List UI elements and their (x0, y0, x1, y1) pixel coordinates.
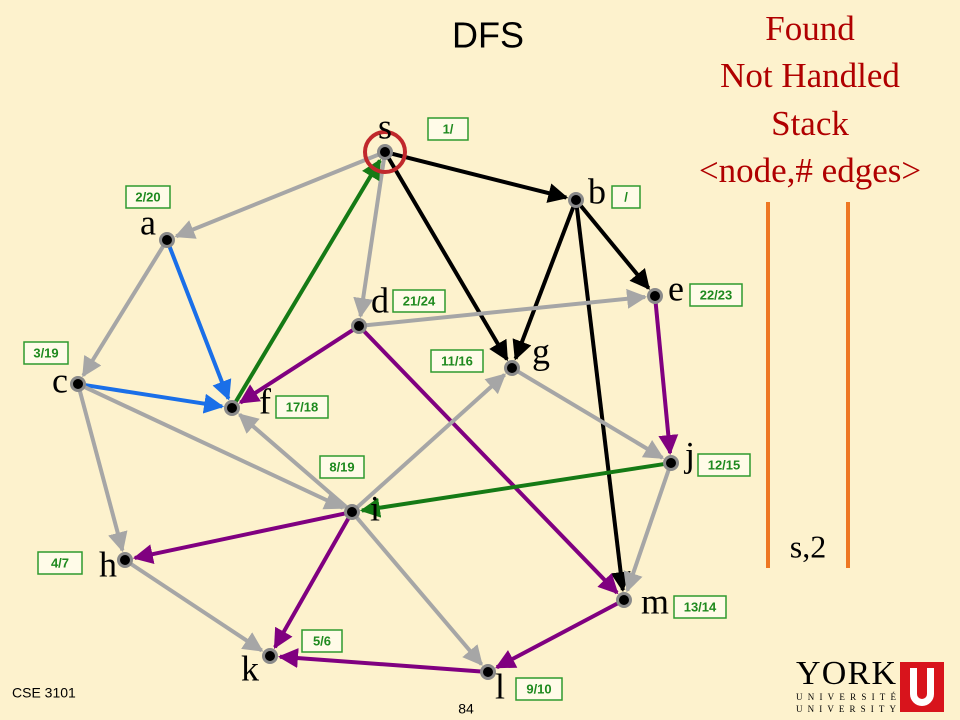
edge (84, 383, 225, 414)
edge (359, 462, 665, 518)
time-stamp: 13/14 (684, 599, 717, 614)
time-stamp: 8/19 (329, 459, 354, 474)
edge (512, 205, 576, 361)
edge (495, 601, 619, 670)
node-dot (351, 318, 367, 334)
legend-found: Found (765, 9, 855, 48)
time-box (37, 551, 83, 575)
stack-item: s,2 (790, 528, 826, 564)
logo-u (910, 668, 934, 706)
node-dot (224, 400, 240, 416)
time-box (515, 677, 563, 701)
edge (277, 648, 482, 674)
node-label: s (378, 106, 392, 146)
edge (355, 373, 507, 509)
node-dot (70, 376, 86, 392)
edge (129, 562, 264, 653)
node-dot (159, 232, 175, 248)
course: CSE 3101 (12, 685, 76, 701)
time-stamp: / (624, 189, 628, 204)
source-ring (363, 130, 407, 174)
node-dot (647, 288, 663, 304)
edge (391, 151, 569, 203)
time-stamp: 2/20 (135, 189, 160, 204)
edge (362, 329, 619, 595)
edge (365, 288, 648, 328)
time-box (697, 453, 751, 477)
time-box (275, 395, 329, 419)
logo-name: YORK (796, 655, 896, 692)
node-label: e (668, 268, 684, 308)
time-box (319, 455, 365, 479)
time-stamp: 3/19 (33, 345, 58, 360)
time-stamp: 11/16 (441, 353, 473, 368)
node-dot (663, 455, 679, 471)
node-dot (117, 552, 133, 568)
node-dot (504, 360, 520, 376)
node-dot (616, 592, 632, 608)
edge (578, 204, 651, 290)
edge (238, 328, 355, 405)
time-box (392, 289, 446, 313)
node-dot (262, 648, 278, 664)
node-dot (377, 144, 393, 160)
node-label: a (140, 202, 156, 242)
time-stamp: 12/15 (708, 457, 741, 472)
node-label: d (371, 280, 389, 320)
edge (273, 517, 351, 650)
time-stamp: 17/18 (286, 399, 319, 414)
node-label: c (52, 360, 68, 400)
edge (516, 369, 665, 460)
edge (77, 390, 128, 553)
legend-format: <node,# edges> (699, 151, 921, 190)
page-number: 84 (458, 701, 474, 717)
node-dot (568, 192, 584, 208)
edge (83, 385, 345, 510)
node-dot (344, 504, 360, 520)
node-label: j (683, 434, 695, 474)
node-dot (480, 664, 496, 680)
time-stamp: 9/10 (526, 681, 551, 696)
time-stamp: 21/24 (403, 293, 436, 308)
node-label: b (588, 171, 606, 211)
edge (653, 302, 679, 456)
title: DFS (452, 15, 524, 56)
edge (238, 413, 349, 509)
edge (233, 158, 382, 404)
node-label: m (641, 581, 669, 621)
legend-stack: Stack (771, 104, 849, 143)
logo-line: UNIVERSITÉ (796, 692, 897, 702)
time-stamp: 22/23 (700, 287, 733, 302)
node-label: l (495, 666, 505, 706)
node-label: f (259, 381, 271, 421)
node-label: h (99, 544, 117, 584)
time-box (673, 595, 727, 619)
time-box (23, 341, 69, 365)
edge (132, 511, 346, 564)
edge (574, 206, 631, 593)
edge (167, 245, 232, 401)
time-stamp: 1/ (443, 121, 454, 136)
legend-not-handled: Not Handled (720, 56, 900, 95)
edge (353, 158, 386, 319)
time-box (427, 117, 469, 141)
time-box (430, 349, 484, 373)
time-box (125, 185, 171, 209)
logo-line: UNIVERSITY (796, 704, 897, 714)
edge (386, 157, 509, 362)
time-box (689, 283, 743, 307)
time-box (301, 629, 343, 653)
edge (81, 244, 166, 378)
time-box (611, 185, 641, 209)
time-stamp: 4/7 (51, 555, 69, 570)
node-label: g (532, 331, 550, 371)
edge (355, 516, 484, 666)
logo: YORK UNIVERSITÉ UNIVERSITY (796, 655, 944, 714)
time-stamp: 5/6 (313, 633, 331, 648)
node-label: i (370, 488, 380, 528)
node-label: k (241, 648, 259, 688)
edge (623, 468, 671, 593)
edge (174, 152, 380, 239)
